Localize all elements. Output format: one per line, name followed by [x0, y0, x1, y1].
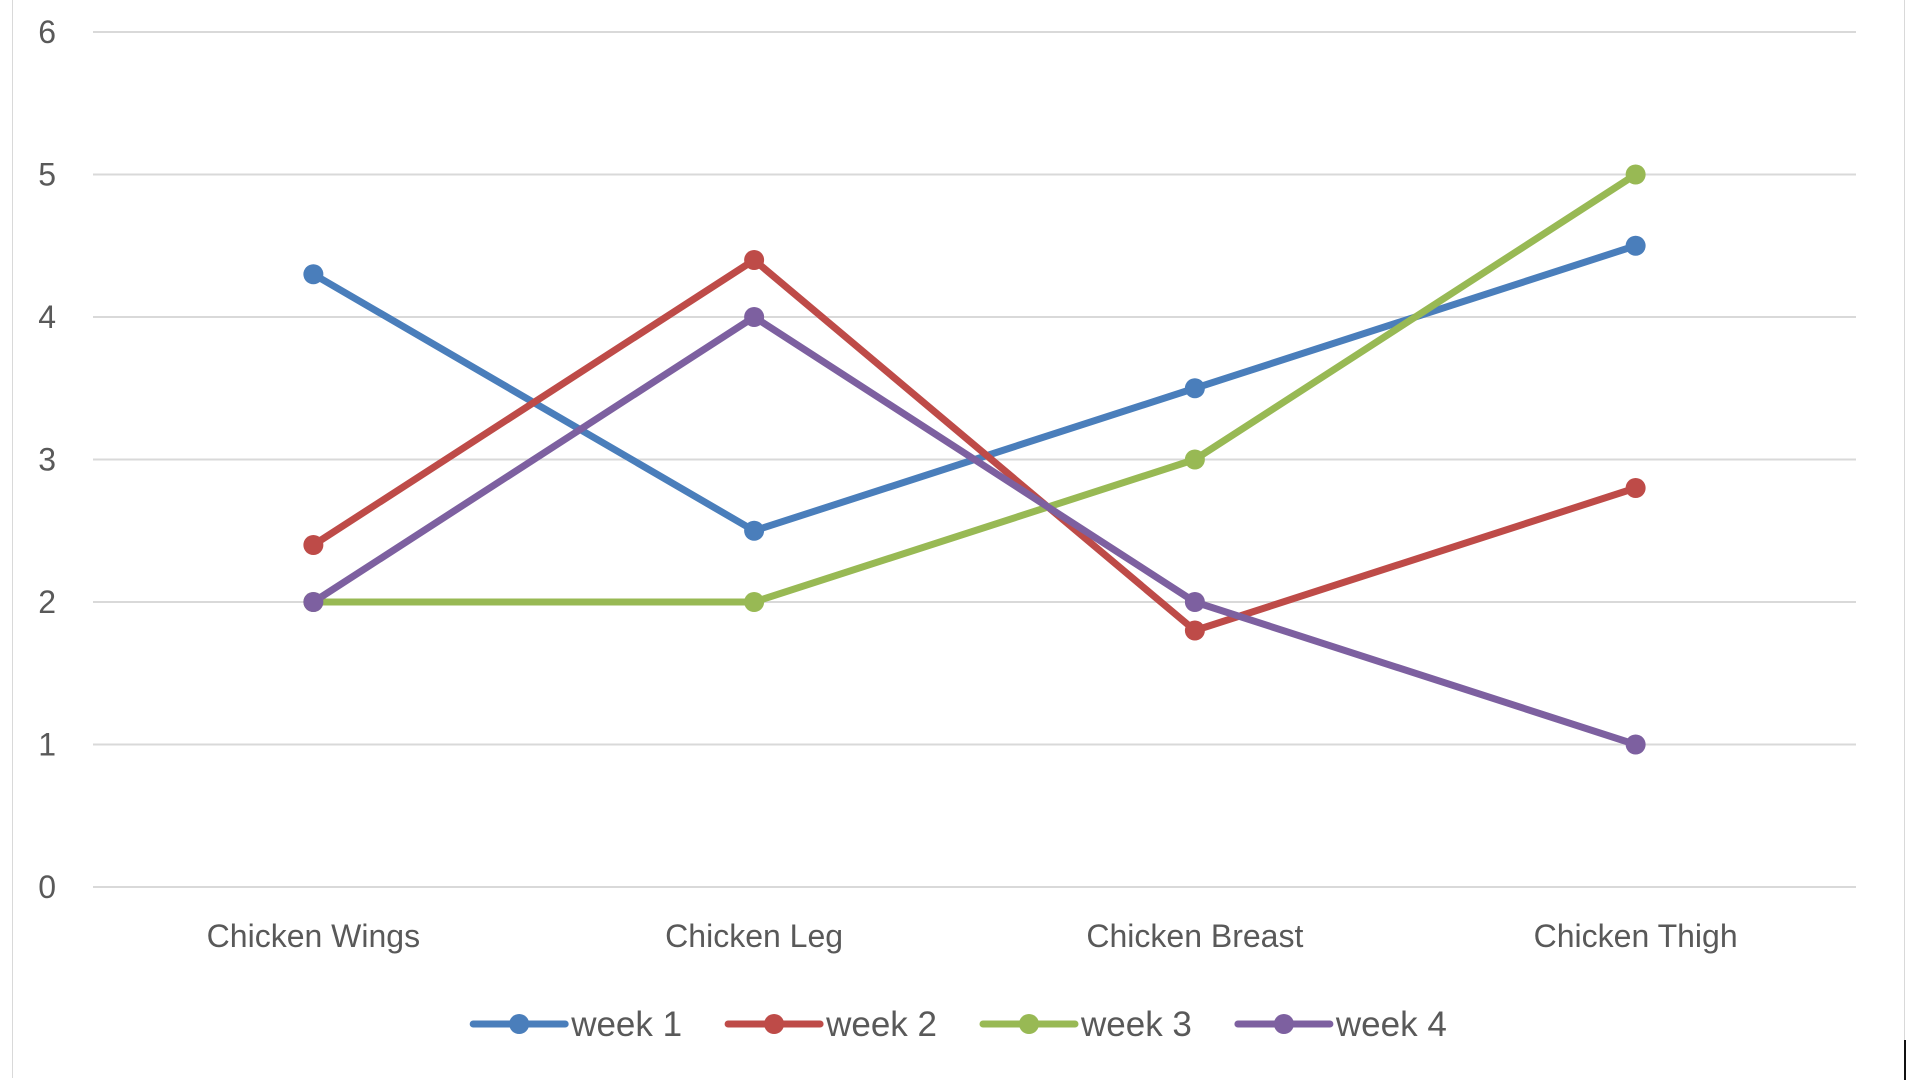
series-line-week-3: [309, 171, 1640, 606]
data-point-week-1: [303, 264, 324, 285]
data-point-week-1: [1625, 235, 1646, 256]
series-line-week-4: [309, 313, 1640, 748]
data-point-week-1: [1184, 378, 1205, 399]
data-point-week-3: [1184, 449, 1205, 470]
series-line-week-1: [309, 242, 1640, 535]
y-tick-label: 5: [38, 157, 56, 193]
legend-swatch-marker: [764, 1014, 785, 1034]
y-axis-ticks: 0 1 2 3 4 5 6: [38, 14, 56, 905]
legend-label: week 1: [570, 1005, 682, 1044]
series-line-week-2: [309, 256, 1640, 634]
legend-swatch-marker: [1273, 1014, 1294, 1034]
y-tick-label: 2: [38, 584, 56, 620]
y-tick-label: 4: [38, 299, 56, 335]
legend: week 1 week 2 week 3 week 4: [469, 1005, 1447, 1044]
x-tick-label: Chicken Thigh: [1534, 918, 1738, 954]
legend-item-week-2: week 2: [724, 1005, 937, 1044]
text-cursor: [1904, 1040, 1906, 1080]
legend-item-week-1: week 1: [469, 1005, 682, 1044]
y-tick-label: 6: [38, 14, 56, 50]
data-point-week-1: [744, 520, 765, 541]
data-point-week-3: [1625, 164, 1646, 185]
legend-swatch-marker: [1019, 1014, 1039, 1034]
data-point-week-2: [1184, 620, 1205, 641]
legend-label: week 4: [1335, 1005, 1447, 1044]
x-tick-label: Chicken Breast: [1086, 918, 1303, 954]
y-tick-label: 3: [38, 442, 56, 478]
data-point-week-3: [744, 592, 765, 612]
data-point-week-4: [303, 592, 324, 612]
data-point-week-4: [744, 307, 765, 327]
series-lines: [309, 171, 1640, 748]
data-point-week-2: [1625, 478, 1646, 498]
legend-label: week 2: [825, 1005, 937, 1044]
x-axis-ticks: Chicken Wings Chicken Leg Chicken Breast Ch…: [207, 918, 1738, 954]
y-tick-label: 0: [38, 869, 56, 905]
x-tick-label: Chicken Wings: [207, 918, 420, 954]
legend-item-week-3: week 3: [979, 1005, 1192, 1044]
y-tick-label: 1: [38, 727, 56, 763]
legend-label: week 3: [1080, 1005, 1192, 1044]
data-point-week-2: [303, 535, 324, 555]
gridlines: [93, 31, 1856, 888]
legend-swatch-marker: [509, 1014, 530, 1034]
data-point-week-4: [1184, 592, 1205, 612]
series-points: [303, 164, 1646, 755]
legend-item-week-4: week 4: [1234, 1005, 1447, 1044]
data-point-week-4: [1625, 734, 1646, 755]
x-tick-label: Chicken Leg: [665, 918, 843, 954]
data-point-week-2: [744, 250, 765, 270]
